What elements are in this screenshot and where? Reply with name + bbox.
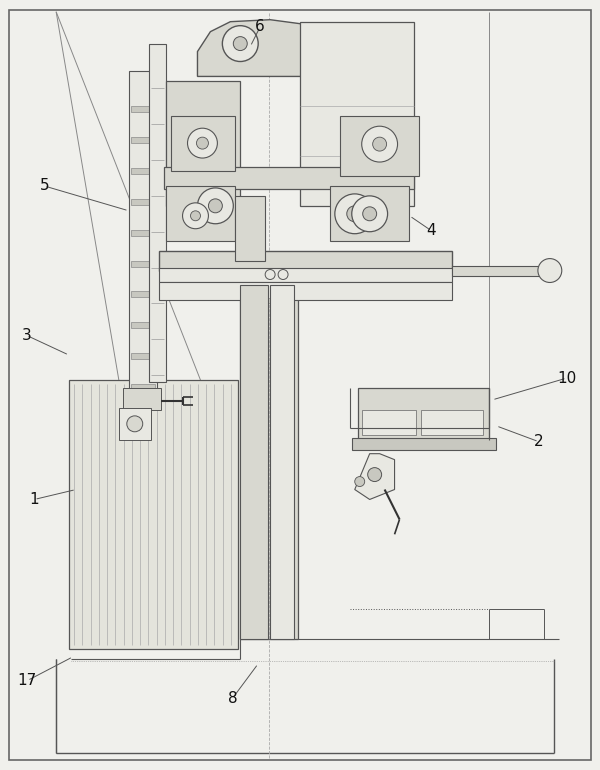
Bar bbox=[452, 266, 547, 276]
Circle shape bbox=[265, 270, 275, 280]
Bar bbox=[250, 299, 290, 303]
Bar bbox=[131, 106, 155, 112]
Bar bbox=[270, 286, 294, 639]
Bar bbox=[131, 291, 155, 297]
Circle shape bbox=[278, 270, 288, 280]
Circle shape bbox=[182, 203, 208, 229]
Bar bbox=[119, 408, 151, 440]
Bar bbox=[131, 384, 155, 390]
Bar bbox=[131, 229, 155, 236]
Circle shape bbox=[191, 211, 200, 221]
Bar bbox=[170, 116, 235, 171]
Text: 1: 1 bbox=[29, 492, 39, 507]
Circle shape bbox=[352, 196, 388, 232]
Text: 4: 4 bbox=[427, 223, 436, 238]
Circle shape bbox=[223, 25, 258, 62]
Bar bbox=[240, 286, 268, 639]
Bar bbox=[129, 72, 157, 395]
Circle shape bbox=[362, 126, 398, 162]
Bar bbox=[158, 250, 452, 270]
Bar bbox=[300, 22, 415, 206]
Bar bbox=[358, 388, 489, 440]
Bar bbox=[340, 116, 419, 176]
Text: 2: 2 bbox=[534, 434, 544, 449]
Circle shape bbox=[363, 207, 377, 221]
Circle shape bbox=[208, 199, 223, 213]
Bar bbox=[362, 410, 416, 435]
Text: 10: 10 bbox=[557, 370, 577, 386]
Circle shape bbox=[233, 37, 247, 51]
Polygon shape bbox=[197, 20, 350, 76]
Bar bbox=[235, 196, 265, 260]
Circle shape bbox=[355, 477, 365, 487]
Circle shape bbox=[127, 416, 143, 432]
Bar bbox=[131, 168, 155, 174]
Bar bbox=[131, 323, 155, 328]
Circle shape bbox=[188, 128, 217, 158]
Circle shape bbox=[373, 137, 386, 151]
Text: 17: 17 bbox=[17, 673, 37, 688]
Circle shape bbox=[538, 259, 562, 283]
Bar bbox=[421, 410, 483, 435]
Text: 3: 3 bbox=[22, 328, 31, 343]
Bar bbox=[123, 388, 161, 410]
Bar bbox=[131, 199, 155, 205]
Circle shape bbox=[197, 188, 233, 224]
Text: 8: 8 bbox=[227, 691, 237, 706]
Bar bbox=[240, 280, 298, 639]
Circle shape bbox=[347, 206, 363, 222]
Bar bbox=[158, 267, 452, 283]
Bar bbox=[166, 82, 240, 206]
Circle shape bbox=[335, 194, 374, 234]
Bar bbox=[149, 44, 166, 382]
Circle shape bbox=[368, 467, 382, 481]
Bar bbox=[352, 438, 496, 450]
Polygon shape bbox=[355, 454, 395, 500]
Text: 6: 6 bbox=[256, 19, 265, 34]
Bar bbox=[69, 380, 238, 649]
Bar bbox=[164, 167, 415, 189]
Text: 5: 5 bbox=[40, 179, 49, 193]
Bar bbox=[131, 260, 155, 266]
Bar bbox=[131, 353, 155, 359]
Bar bbox=[158, 283, 452, 300]
Bar bbox=[131, 137, 155, 143]
Bar bbox=[330, 186, 409, 241]
Circle shape bbox=[196, 137, 208, 149]
Bar bbox=[166, 186, 235, 241]
